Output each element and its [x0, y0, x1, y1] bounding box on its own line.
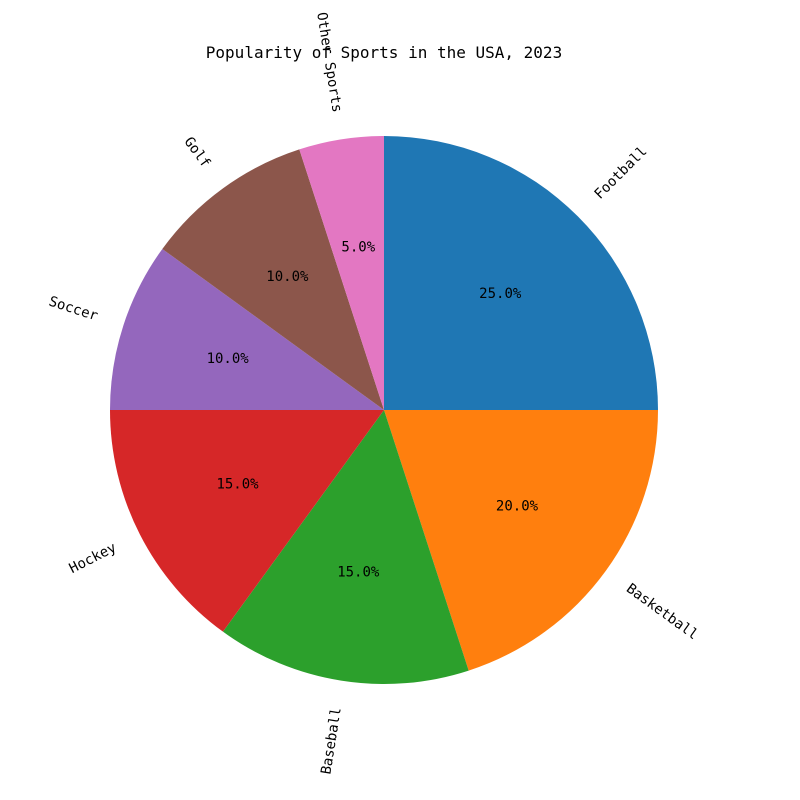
slice-hockey: [109, 410, 384, 632]
percent-label-basketball: 20.0%: [496, 499, 539, 515]
chart-title: Popularity of Sports in the USA, 2023: [206, 43, 562, 62]
slice-golf: [162, 149, 384, 410]
percent-label-hockey: 15.0%: [216, 477, 259, 493]
percent-label-baseball: 15.0%: [337, 564, 380, 580]
percent-label-other-sports: 5.0%: [341, 240, 375, 256]
percent-labels: 25.0% 20.0% 15.0% 15.0% 10.0% 10.0% 5.0%: [207, 240, 539, 581]
percent-label-soccer: 10.0%: [207, 351, 250, 367]
slice-soccer: [110, 248, 384, 410]
category-label-soccer: Soccer: [47, 294, 100, 325]
category-label-basketball: Basketball: [623, 581, 701, 643]
percent-label-football: 25.0%: [479, 286, 522, 302]
category-label-football: Football: [591, 144, 650, 203]
slice-basketball: [384, 410, 658, 671]
category-label-other-sports: Other Sports: [313, 11, 345, 113]
category-label-baseball: Baseball: [318, 706, 344, 775]
slice-other-sports: [299, 136, 384, 410]
category-label-hockey: Hockey: [67, 540, 119, 577]
pie-slices: [109, 136, 658, 684]
percent-label-golf: 10.0%: [266, 269, 309, 285]
slice-baseball: [222, 410, 469, 684]
category-label-golf: Golf: [181, 134, 214, 171]
slice-football: [384, 136, 658, 410]
